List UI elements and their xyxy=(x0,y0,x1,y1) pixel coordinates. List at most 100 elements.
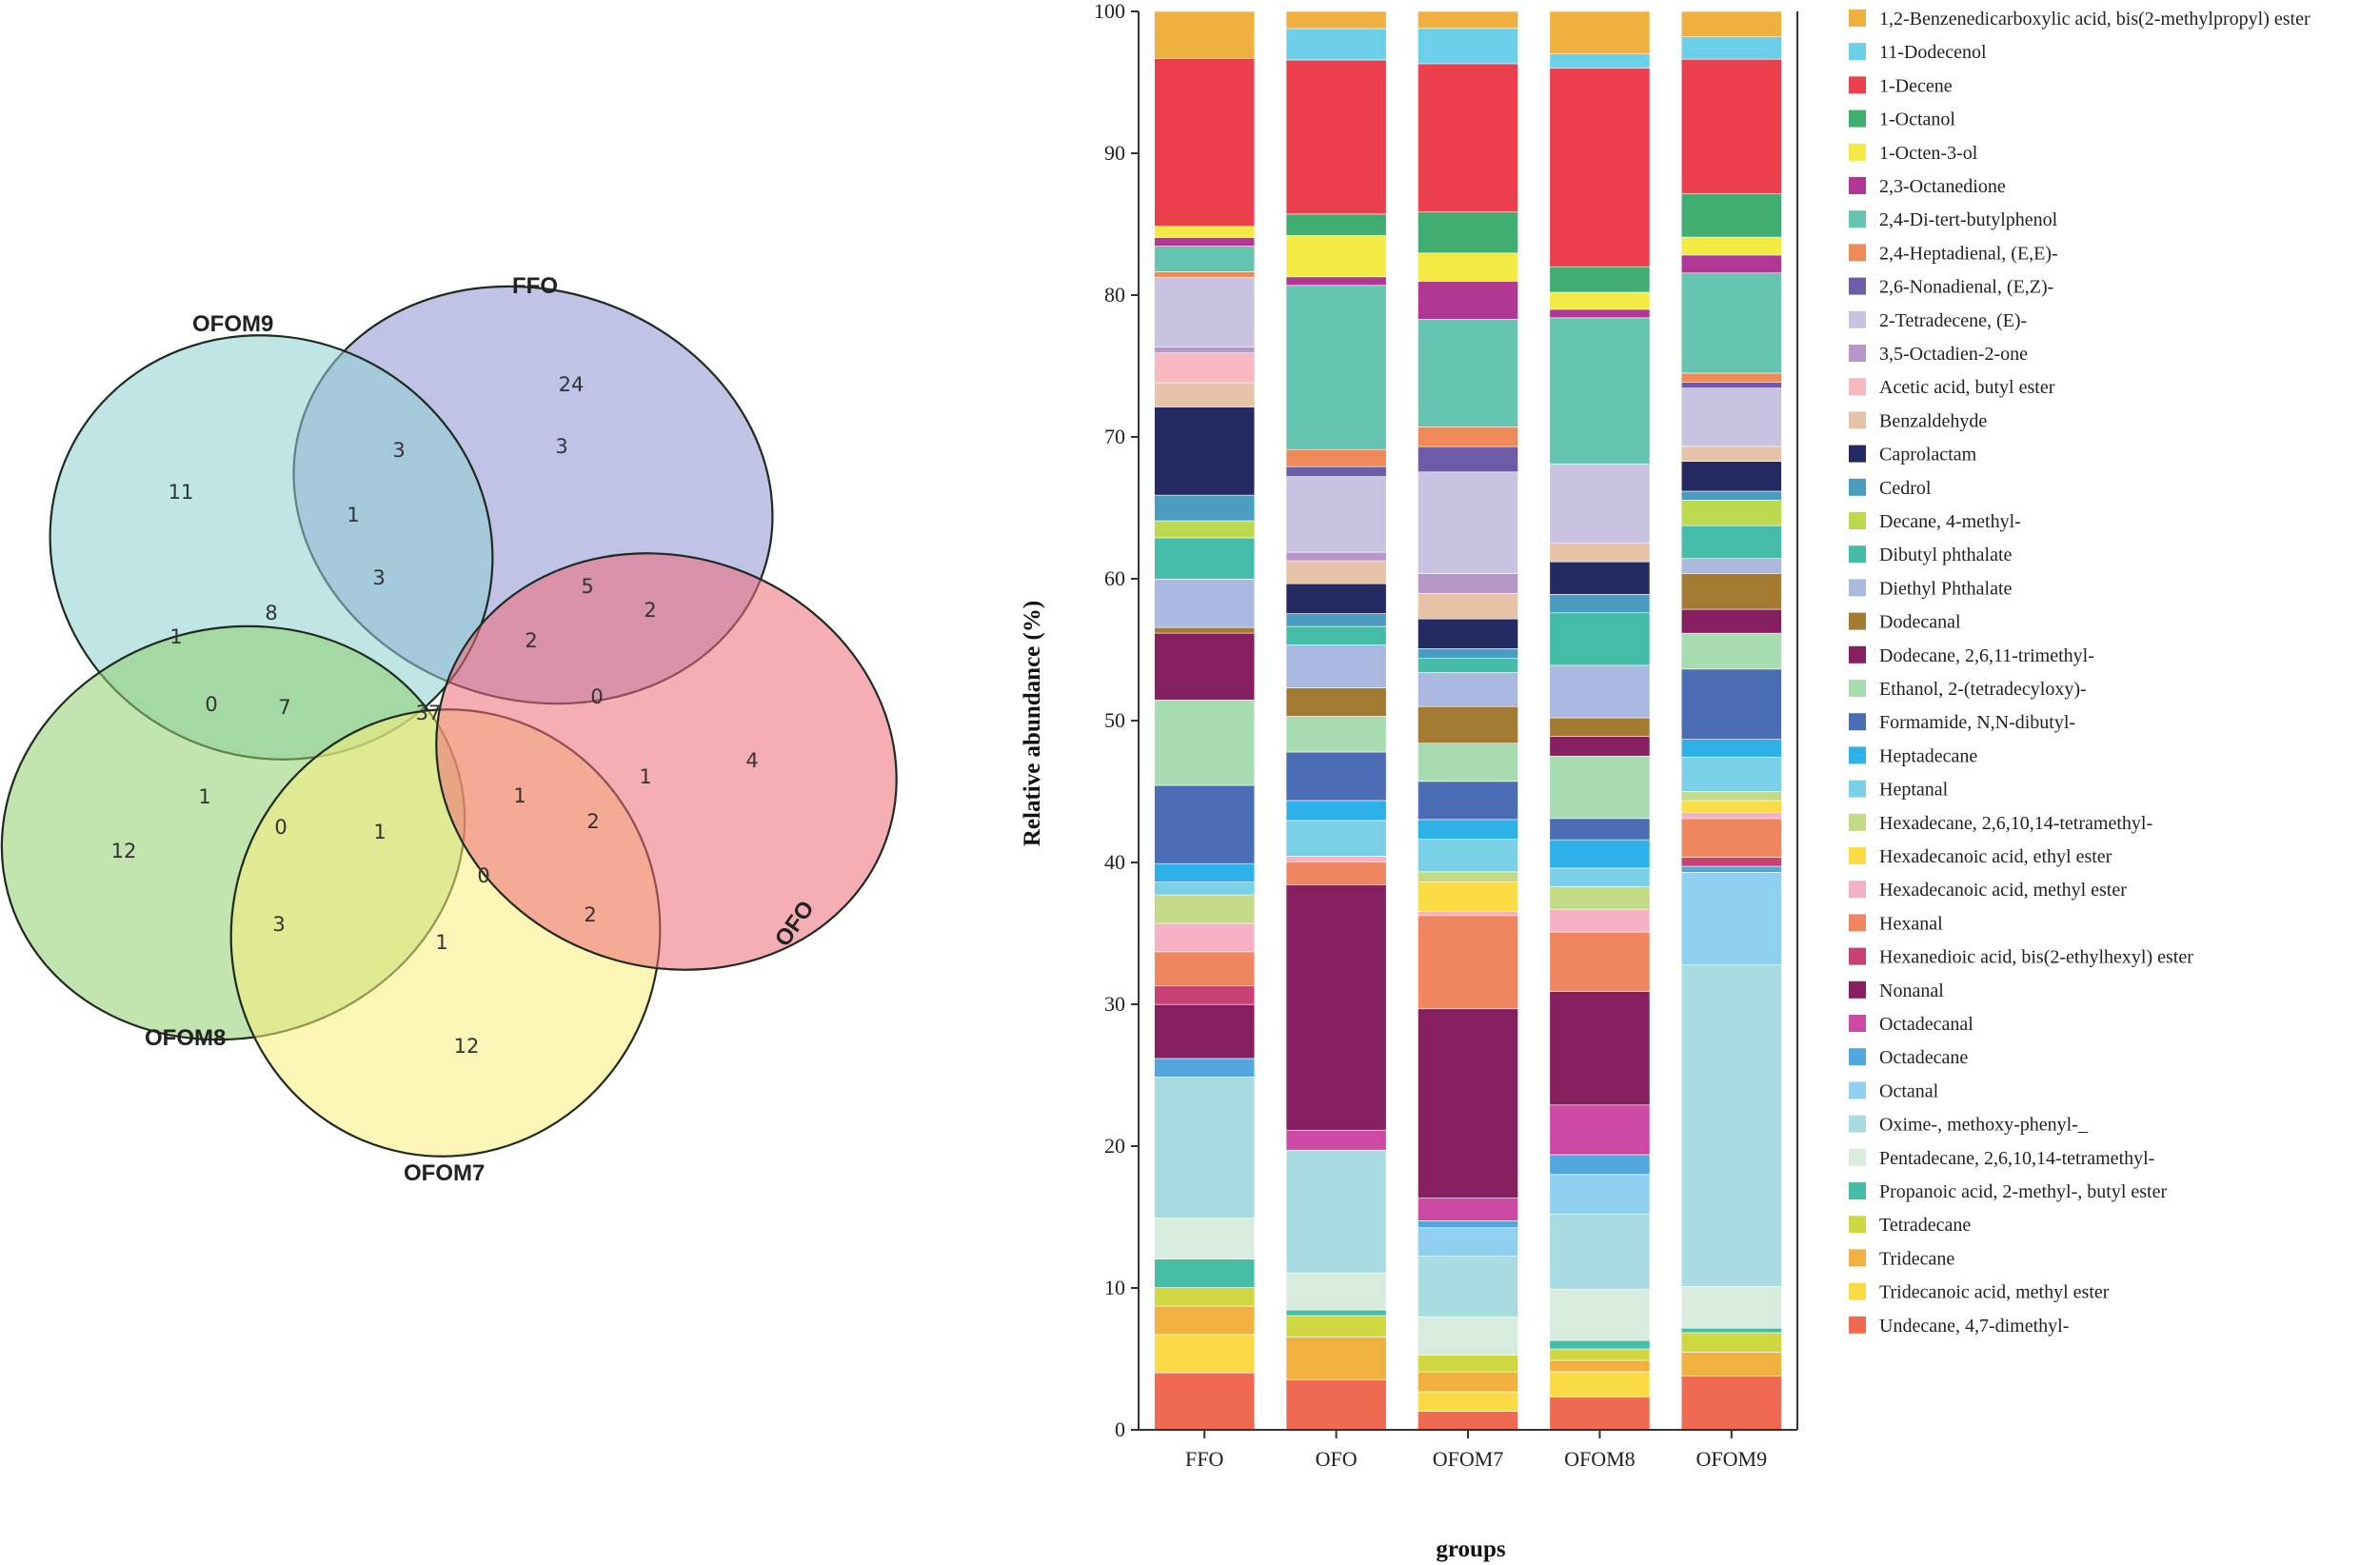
bar-segment-ofo xyxy=(1285,448,1387,467)
bar-segment-ofom8 xyxy=(1549,839,1651,869)
venn-label-ffo: FFO xyxy=(512,273,558,299)
legend-swatch xyxy=(1849,780,1866,798)
bar-segment-ofom7 xyxy=(1418,1316,1518,1356)
bar-segment-ofom7 xyxy=(1418,63,1518,213)
bar-segment-ofom8 xyxy=(1549,317,1651,465)
bar-segment-ofom7 xyxy=(1418,1411,1518,1431)
legend-label: Dodecanal xyxy=(1879,612,1961,633)
bar-segment-ofom8 xyxy=(1549,1289,1651,1341)
bar-segment-ffo xyxy=(1154,922,1256,953)
legend-swatch xyxy=(1849,310,1866,328)
venn-count-ofom9-ofom7: 1 xyxy=(639,765,651,788)
bar-segment-ofom9 xyxy=(1680,36,1782,60)
legend-item: Heptadecane xyxy=(1849,745,1977,766)
bar-segment-ofom9 xyxy=(1680,757,1782,792)
bar-segment-ofom7 xyxy=(1418,672,1518,707)
x-tick-label: FFO xyxy=(1185,1447,1223,1471)
x-tick-label: OFO xyxy=(1316,1447,1358,1471)
bar-segment-ffo xyxy=(1154,1287,1256,1307)
legend-label: Caprolactam xyxy=(1879,445,1977,466)
bar-segment-ofo xyxy=(1285,856,1387,862)
legend-swatch xyxy=(1849,612,1866,630)
legend-item: Hexanal xyxy=(1849,913,1943,934)
venn-count-ofo-ofom7-ofom8: 0 xyxy=(477,864,489,887)
legend-label: Octadecane xyxy=(1879,1047,1968,1068)
venn-label-ofom7: OFOM7 xyxy=(404,1160,485,1186)
legend-swatch xyxy=(1849,1216,1866,1234)
legend-item: Caprolactam xyxy=(1849,445,1977,466)
bar-segment-ofom8 xyxy=(1549,464,1651,545)
y-tick-label: 0 xyxy=(1115,1417,1125,1441)
bar-segment-ofom9 xyxy=(1680,812,1782,820)
bar-segment-ffo xyxy=(1154,1077,1256,1218)
venn-count-ofom8: 12 xyxy=(111,840,137,862)
bar-segment-ofom9 xyxy=(1680,632,1782,670)
legend-swatch xyxy=(1849,109,1866,128)
bar-segment-ofom9 xyxy=(1680,387,1782,447)
legend-swatch xyxy=(1849,177,1866,194)
legend-item: 1,2-Benzenedicarboxylic acid, bis(2-meth… xyxy=(1849,9,2311,30)
legend-item: 2,6-Nonadienal, (E,Z)- xyxy=(1849,277,2053,298)
y-tick-label: 90 xyxy=(1104,141,1125,165)
bar-segment-ofom9 xyxy=(1680,461,1782,492)
bar-segment-ofo xyxy=(1285,285,1387,450)
legend-swatch xyxy=(1849,545,1866,564)
legend-label: Oxime-, methoxy-phenyl-_ xyxy=(1879,1115,2089,1136)
legend-item: 2-Tetradecene, (E)- xyxy=(1849,310,2027,331)
legend-swatch xyxy=(1849,1249,1866,1267)
legend-item: Pentadecane, 2,6,10,14-tetramethyl- xyxy=(1849,1148,2154,1169)
legend-label: Diethyl Phthalate xyxy=(1879,578,2013,599)
venn-count-ffo-ofom9-ofom8-ofo: 5 xyxy=(581,575,593,598)
bar-segment-ofom7 xyxy=(1418,471,1518,574)
legend-swatch xyxy=(1849,43,1866,61)
bar-segment-ffo xyxy=(1154,1372,1256,1431)
legend-swatch xyxy=(1849,1182,1866,1199)
bar-segment-ofom7 xyxy=(1418,446,1518,473)
legend-label: Pentadecane, 2,6,10,14-tetramethyl- xyxy=(1879,1148,2154,1169)
legend-item: 1-Decene xyxy=(1849,75,1953,96)
bar-segment-ofom9 xyxy=(1680,865,1782,873)
bar-segment-ofom8 xyxy=(1549,664,1651,719)
legend-label: Tridecanoic acid, methyl ester xyxy=(1879,1282,2110,1303)
legend-swatch xyxy=(1849,847,1866,864)
bar-segment-ofom8 xyxy=(1549,291,1651,310)
bar-segment-ffo xyxy=(1154,1003,1256,1060)
legend-swatch xyxy=(1849,746,1866,764)
bar-segment-ofom9 xyxy=(1680,382,1782,388)
legend-item: Ethanol, 2-(tetradecyloxy)- xyxy=(1849,679,2087,700)
venn-count-ffo-ofo-ofom8: 2 xyxy=(525,629,537,652)
bar-segment-ofom9 xyxy=(1680,1332,1782,1353)
y-tick-label: 50 xyxy=(1104,708,1125,732)
bar-segment-ofom8 xyxy=(1549,594,1651,614)
legend-swatch xyxy=(1849,10,1866,27)
legend-swatch xyxy=(1849,1148,1866,1166)
bar-segment-ofom7 xyxy=(1418,426,1518,447)
bar-segment-ffo xyxy=(1154,406,1256,496)
bar-segment-ofo xyxy=(1285,1149,1387,1274)
legend-item: 2,4-Heptadienal, (E,E)- xyxy=(1849,243,2058,264)
bar-segment-ofo xyxy=(1285,800,1387,822)
legend-label: Hexadecane, 2,6,10,14-tetramethyl- xyxy=(1879,813,2152,834)
legend-item: Dodecane, 2,6,11-trimethyl- xyxy=(1849,645,2094,666)
legend-label: Cedrol xyxy=(1879,478,1932,499)
legend: 1,2-Benzenedicarboxylic acid, bis(2-meth… xyxy=(1849,9,2311,1337)
legend-item: Octadecane xyxy=(1849,1047,1968,1068)
venn-count-ofo: 4 xyxy=(745,749,758,772)
legend-label: Ethanol, 2-(tetradecyloxy)- xyxy=(1879,679,2087,700)
bar-segment-ffo xyxy=(1154,784,1256,864)
venn-count-ofom9-ofom8-ofom7-ofo: 1 xyxy=(373,821,386,843)
legend-label: 2,4-Heptadienal, (E,E)- xyxy=(1879,243,2058,264)
legend-label: Propanoic acid, 2-methyl-, butyl ester xyxy=(1879,1181,2167,1202)
bar-segment-ofom7 xyxy=(1418,1355,1518,1373)
legend-label: Undecane, 4,7-dimethyl- xyxy=(1879,1316,2069,1337)
bar-segment-ofo xyxy=(1285,862,1387,885)
venn-count-ffo-ofom9-ofo-ofom7-ofom8: 37 xyxy=(416,702,442,724)
bar-segment-ffo xyxy=(1154,632,1256,701)
bar-segment-ofo xyxy=(1285,613,1387,627)
legend-item: Dodecanal xyxy=(1849,612,1961,633)
bar-segment-ofo xyxy=(1285,476,1387,553)
bar-segment-ffo xyxy=(1154,1305,1256,1336)
venn-count-ofom8-ofom7-ofo: 2 xyxy=(586,810,599,833)
legend-label: Decane, 4-methyl- xyxy=(1879,511,2021,532)
